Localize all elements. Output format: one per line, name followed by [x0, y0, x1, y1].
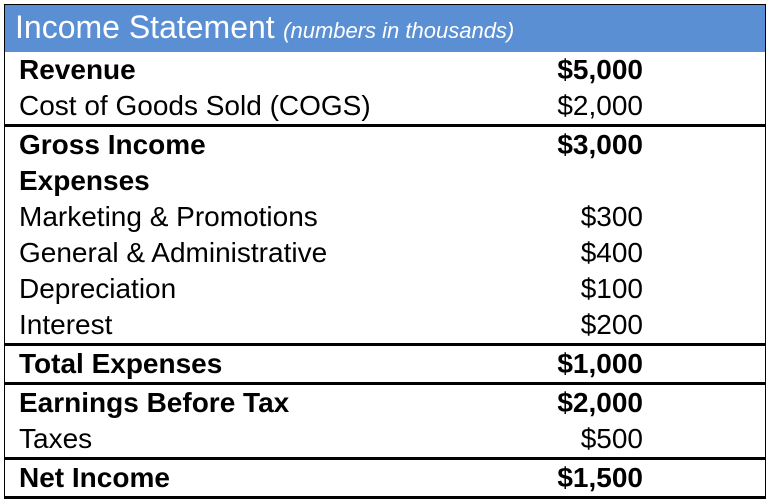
statement-row: Marketing & Promotions $300: [5, 199, 765, 235]
row-label: General & Administrative: [19, 237, 327, 269]
rows-container: Revenue $5,000 Cost of Goods Sold (COGS) $2…: [5, 52, 765, 499]
statement-row: Cost of Goods Sold (COGS) $2,000: [5, 88, 765, 127]
statement-row: Earnings Before Tax $2,000: [5, 385, 765, 421]
row-label: Earnings Before Tax: [19, 387, 289, 419]
row-label: Taxes: [19, 423, 92, 455]
statement-row: Depreciation $100: [5, 271, 765, 307]
row-label: Gross Income: [19, 129, 206, 161]
header-title: Income Statement: [15, 9, 275, 45]
row-value: $500: [581, 423, 753, 455]
row-value: $1,500: [557, 462, 753, 494]
row-value: $200: [581, 309, 753, 341]
statement-row: Taxes $500: [5, 421, 765, 460]
row-value: $1,000: [557, 348, 753, 380]
statement-row: Total Expenses $1,000: [5, 346, 765, 385]
statement-row: Expenses: [5, 163, 765, 199]
statement-row: General & Administrative $400: [5, 235, 765, 271]
statement-row: Interest $200: [5, 307, 765, 346]
row-label: Interest: [19, 309, 112, 341]
row-value: $300: [581, 201, 753, 233]
statement-row: Net Income $1,500: [5, 460, 765, 499]
row-label: Cost of Goods Sold (COGS): [19, 90, 371, 122]
row-label: Revenue: [19, 54, 136, 86]
header-subtitle: (numbers in thousands): [283, 18, 514, 43]
row-label: Net Income: [19, 462, 170, 494]
statement-row: Revenue $5,000: [5, 52, 765, 88]
income-statement-table: Income Statement (numbers in thousands) …: [4, 4, 766, 499]
row-value: $3,000: [557, 129, 753, 161]
row-value: $2,000: [557, 387, 753, 419]
row-label: Total Expenses: [19, 348, 222, 380]
row-label: Marketing & Promotions: [19, 201, 318, 233]
row-label: Expenses: [19, 165, 150, 197]
statement-header: Income Statement (numbers in thousands): [5, 5, 765, 52]
row-label: Depreciation: [19, 273, 176, 305]
row-value: $100: [581, 273, 753, 305]
row-value: $2,000: [557, 90, 753, 122]
row-value: $400: [581, 237, 753, 269]
statement-row: Gross Income $3,000: [5, 127, 765, 163]
row-value: $5,000: [557, 54, 753, 86]
